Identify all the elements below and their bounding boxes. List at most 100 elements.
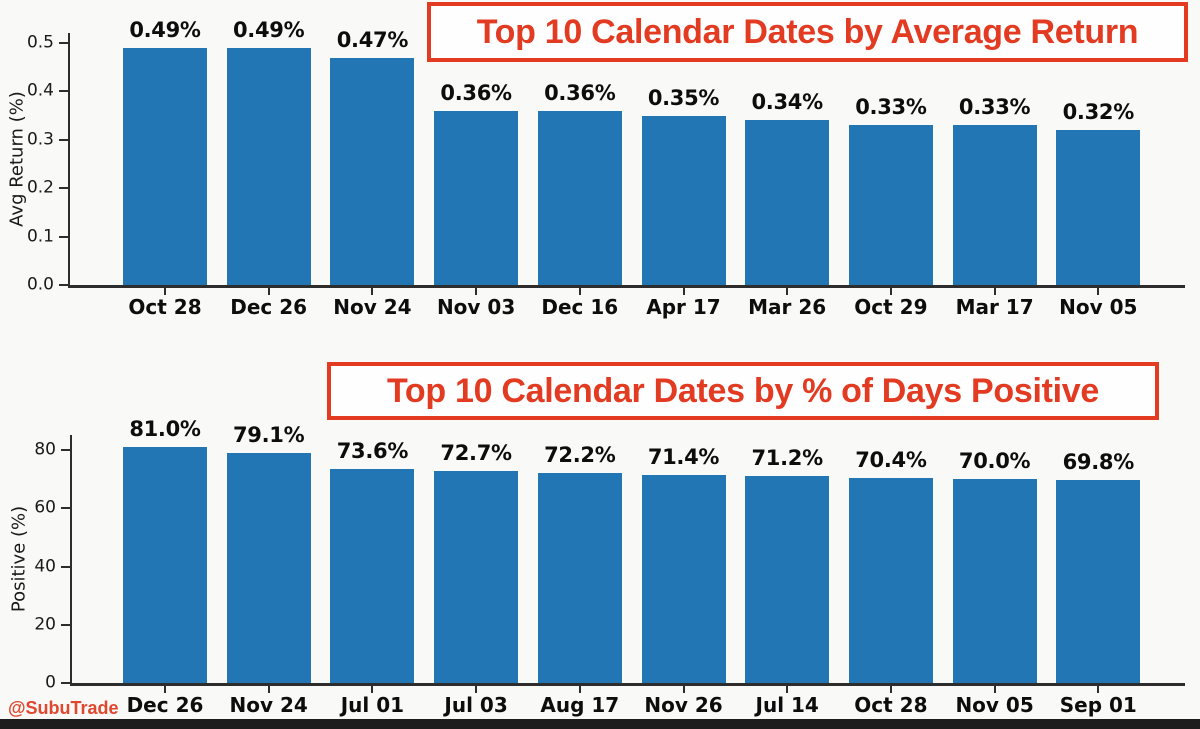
bar bbox=[745, 475, 830, 683]
bar-value-label: 72.7% bbox=[440, 441, 512, 466]
days-positive-chart-title-box: Top 10 Calendar Dates by % of Days Posit… bbox=[327, 362, 1159, 420]
y-tick-mark bbox=[59, 138, 68, 141]
y-tick-mark bbox=[59, 187, 68, 190]
y-tick-label: 20 bbox=[34, 614, 56, 635]
bar-value-label: 0.49% bbox=[129, 17, 201, 42]
bar-value-label: 72.2% bbox=[544, 442, 616, 467]
bar bbox=[745, 120, 830, 285]
bar-value-label: 81.0% bbox=[129, 417, 201, 442]
bar-value-label: 0.33% bbox=[958, 95, 1031, 120]
y-tick-label: 0.1 bbox=[26, 226, 54, 247]
x-tick-label: Nov 03 bbox=[436, 295, 516, 319]
x-tick-label: Sep 01 bbox=[1059, 693, 1137, 717]
x-tick-mark bbox=[164, 288, 166, 295]
x-tick-label: Apr 17 bbox=[646, 295, 721, 319]
y-tick-mark bbox=[59, 235, 68, 238]
bar bbox=[848, 477, 933, 683]
avg-return-chart-title-box: Top 10 Calendar Dates by Average Return bbox=[427, 2, 1188, 62]
bar bbox=[434, 110, 519, 285]
x-tick-mark bbox=[889, 288, 892, 295]
x-tick-label: Nov 05 bbox=[955, 693, 1034, 717]
bar bbox=[226, 452, 311, 683]
x-tick-mark bbox=[682, 686, 685, 693]
y-tick-mark bbox=[59, 90, 68, 93]
x-tick-label: Aug 17 bbox=[540, 693, 620, 717]
bar-value-label: 0.36% bbox=[544, 80, 616, 105]
y-tick-label: 0.3 bbox=[26, 129, 54, 150]
bar-value-label: 0.36% bbox=[440, 80, 512, 105]
x-tick-mark bbox=[993, 686, 996, 693]
x-tick-mark bbox=[993, 288, 996, 295]
y-tick-label: 0 bbox=[45, 672, 56, 693]
y-tick-mark bbox=[61, 565, 70, 568]
bar-value-label: 0.35% bbox=[647, 85, 720, 110]
x-tick-label: Jul 01 bbox=[340, 693, 405, 717]
y-axis-spine bbox=[68, 33, 70, 287]
y-axis-spine bbox=[70, 435, 72, 685]
bar-value-label: 79.1% bbox=[233, 422, 305, 447]
bar-value-label: 71.4% bbox=[647, 445, 720, 470]
x-tick-label: Mar 17 bbox=[955, 295, 1034, 319]
bar-value-label: 0.32% bbox=[1062, 100, 1135, 125]
y-tick-label: 60 bbox=[34, 497, 56, 518]
y-tick-mark bbox=[61, 623, 70, 626]
y-tick-mark bbox=[61, 449, 70, 451]
x-tick-mark bbox=[371, 686, 374, 693]
x-tick-mark bbox=[164, 686, 166, 693]
bar-value-label: 0.34% bbox=[751, 90, 824, 115]
y-tick-label: 80 bbox=[34, 439, 56, 460]
x-axis-spine bbox=[70, 683, 1185, 686]
bar bbox=[952, 479, 1037, 683]
x-tick-mark bbox=[682, 288, 685, 295]
bar bbox=[1056, 130, 1141, 285]
y-tick-mark bbox=[61, 507, 70, 510]
x-tick-mark bbox=[578, 288, 581, 295]
x-tick-mark bbox=[1097, 288, 1100, 295]
y-tick-label: 0.0 bbox=[26, 274, 54, 295]
days-positive-chart-title: Top 10 Calendar Dates by % of Days Posit… bbox=[386, 371, 1100, 410]
y-tick-mark bbox=[61, 682, 70, 684]
bar-value-label: 69.8% bbox=[1062, 449, 1135, 474]
bar-value-label: 71.2% bbox=[751, 445, 824, 470]
bar bbox=[952, 125, 1037, 285]
x-tick-mark bbox=[889, 686, 892, 693]
bar-value-label: 0.47% bbox=[336, 27, 409, 52]
x-tick-mark bbox=[475, 288, 478, 295]
bar bbox=[537, 110, 622, 285]
bar-value-label: 70.4% bbox=[855, 447, 927, 472]
y-tick-label: 0.4 bbox=[26, 80, 54, 101]
x-tick-label: Oct 28 bbox=[854, 693, 928, 717]
bar bbox=[1056, 479, 1141, 683]
bar bbox=[330, 468, 415, 683]
y-tick-label: 0.5 bbox=[26, 32, 54, 53]
x-tick-label: Dec 26 bbox=[230, 295, 308, 319]
x-tick-mark bbox=[267, 288, 270, 295]
x-tick-label: Nov 26 bbox=[644, 693, 723, 717]
y-tick-mark bbox=[59, 284, 68, 286]
x-tick-label: Jul 14 bbox=[755, 693, 819, 717]
watermark-handle: @SubuTrade bbox=[8, 698, 119, 718]
bar-value-label: 70.0% bbox=[958, 449, 1031, 474]
bar bbox=[123, 447, 207, 683]
x-tick-mark bbox=[371, 288, 374, 295]
x-tick-mark bbox=[267, 686, 270, 693]
x-tick-mark bbox=[1097, 686, 1100, 693]
bottom-letterbox-bar bbox=[0, 719, 1200, 729]
avg-return-chart-title: Top 10 Calendar Dates by Average Return bbox=[476, 12, 1139, 51]
x-tick-label: Nov 24 bbox=[333, 295, 412, 319]
bar-value-label: 0.33% bbox=[855, 95, 927, 120]
x-tick-label: Dec 16 bbox=[541, 295, 619, 319]
y-tick-label: 0.2 bbox=[26, 177, 54, 198]
bar bbox=[537, 472, 622, 683]
x-tick-label: Dec 26 bbox=[126, 693, 204, 717]
x-tick-label: Jul 03 bbox=[444, 693, 508, 717]
x-axis-spine bbox=[68, 285, 1185, 288]
bar bbox=[330, 57, 415, 285]
bar-value-label: 73.6% bbox=[336, 438, 409, 463]
bar bbox=[434, 471, 519, 683]
x-tick-label: Nov 24 bbox=[229, 693, 308, 717]
x-tick-mark bbox=[578, 686, 581, 693]
